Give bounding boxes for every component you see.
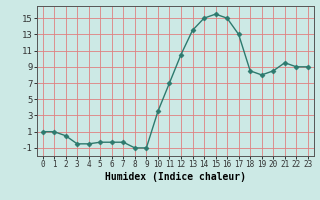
X-axis label: Humidex (Indice chaleur): Humidex (Indice chaleur) [105,172,246,182]
